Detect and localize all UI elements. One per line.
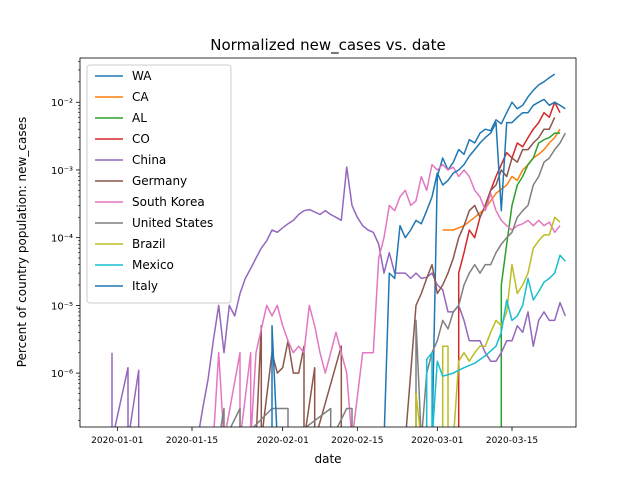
legend-label-5: Germany <box>132 174 187 188</box>
series-line-2 <box>500 132 560 427</box>
x-tick-label-4: 2020-03-01 <box>411 436 463 446</box>
series-line-5 <box>255 116 556 427</box>
x-tick-label-1: 2020-01-15 <box>166 436 218 446</box>
series-line-3 <box>457 101 561 427</box>
legend: WA CA AL CO China Germany South Korea United St… <box>86 64 232 304</box>
chart-title: Normalized new_cases vs. date <box>210 36 445 55</box>
series-line-10 <box>271 98 566 427</box>
series-line-0 <box>431 73 556 427</box>
legend-label-4: China <box>132 153 166 167</box>
legend-label-6: South Korea <box>132 195 205 209</box>
legend-label-7: United States <box>132 216 213 230</box>
y-tick-label-0: 10⁻⁶ <box>51 369 73 380</box>
x-axis: 2020-01-01 2020-01-15 2020-02-01 2020-02-15… <box>91 427 538 446</box>
y-tick-label-1: 10⁻⁵ <box>51 301 73 312</box>
y-tick-label-4: 10⁻² <box>51 98 73 109</box>
legend-label-2: AL <box>132 111 147 125</box>
series-line-6 <box>213 163 561 427</box>
legend-label-8: Brazil <box>132 237 166 251</box>
legend-label-9: Mexico <box>132 258 174 272</box>
x-axis-label: date <box>314 452 341 466</box>
series-layer <box>111 73 566 427</box>
legend-label-1: CA <box>132 90 149 104</box>
legend-label-3: CO <box>132 132 150 146</box>
y-tick-label-2: 10⁻⁴ <box>51 234 73 245</box>
y-tick-label-3: 10⁻³ <box>51 166 73 177</box>
x-tick-label-0: 2020-01-01 <box>91 436 143 446</box>
legend-label-0: WA <box>132 69 152 83</box>
series-line-4 <box>111 166 566 427</box>
plot-frame <box>79 57 577 428</box>
x-tick-label-3: 2020-02-15 <box>331 436 383 446</box>
series-line-8 <box>415 216 561 427</box>
series-line-1 <box>442 128 561 231</box>
series-line-9 <box>425 254 566 427</box>
y-axis: 10⁻⁶ 10⁻⁵ 10⁻⁴ 10⁻³ 10⁻² <box>51 61 80 421</box>
x-tick-label-5: 2020-03-15 <box>486 436 538 446</box>
series-line-7 <box>220 132 566 427</box>
y-axis-label: Percent of country population: new_cases <box>15 117 29 367</box>
x-tick-label-2: 2020-02-01 <box>257 436 309 446</box>
legend-label-10: Italy <box>132 279 158 293</box>
